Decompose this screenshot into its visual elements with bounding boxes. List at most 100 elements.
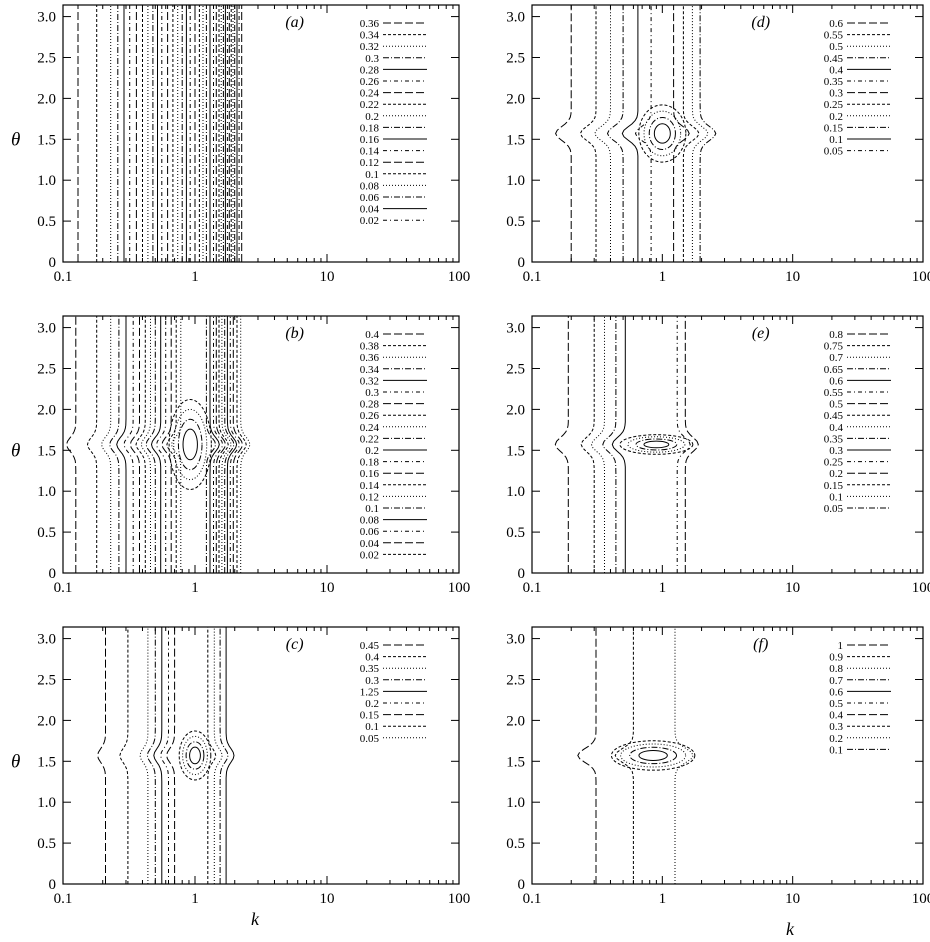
- panel-c-contour-line: [153, 627, 163, 884]
- panel-c-x-tick-label: 0.1: [54, 891, 73, 907]
- panel-c-contour-line: [207, 627, 217, 884]
- panel-e-x-tick-label: 1: [659, 580, 667, 596]
- panel-f-legend-label: 0.5: [829, 698, 843, 710]
- panel-b-legend-label: 0.28: [360, 399, 380, 411]
- panel-d-legend-label: 0.15: [824, 122, 844, 134]
- panel-b-legend-label: 0.12: [360, 491, 379, 503]
- panel-b-contour-line: [166, 316, 177, 573]
- panel-b-legend-label: 0.04: [360, 538, 380, 550]
- panel-b-contour-line: [209, 316, 220, 573]
- panel-e-legend-label: 0.6: [829, 375, 843, 387]
- panel-b-closed-contour: [168, 398, 212, 490]
- panel-d-x-tick-label: 10: [785, 269, 800, 285]
- panel-f-legend-label: 0.6: [829, 686, 843, 698]
- panel-c-legend-label: 1.25: [360, 686, 380, 698]
- panel-b-contour-line: [229, 316, 241, 573]
- panel-b-y-tick-label: 0: [49, 566, 57, 582]
- panel-b-contour-line: [221, 316, 232, 573]
- panel-a-y-tick-label: 2.0: [37, 91, 56, 107]
- panel-f-x-tick-label: 100: [912, 891, 930, 907]
- panel-b-contour-line: [145, 316, 156, 573]
- panel-a-y-axis-label: θ: [11, 129, 20, 150]
- panel-f-x-tick-label: 1: [659, 891, 667, 907]
- panel-b-contour-line: [240, 316, 251, 573]
- panel-e-y-tick-label: 1.5: [506, 443, 525, 459]
- panel-f-y-tick-label: 2.0: [506, 713, 525, 729]
- panel-d-legend-label: 0.4: [829, 64, 843, 76]
- panel-a-legend-label: 0.24: [360, 88, 380, 100]
- panel-d-legend-label: 0.2: [829, 111, 843, 123]
- panel-b-contour-line: [86, 316, 98, 573]
- panel-a-legend-label: 0.06: [360, 192, 380, 204]
- panel-b-contour-line: [226, 316, 238, 573]
- panel-a-legend-label: 0.14: [360, 146, 380, 158]
- panel-b-legend-label: 0.24: [360, 422, 380, 434]
- panel-d-closed-contour: [643, 110, 682, 157]
- panel-b-legend-label: 0.32: [360, 375, 379, 387]
- panel-b-legend-label: 0.06: [360, 526, 380, 538]
- panel-c-legend-label: 0.4: [365, 652, 379, 664]
- panel-d-legend-label: 0.45: [824, 53, 844, 65]
- panel-c-contour-line: [219, 627, 229, 884]
- panel-b-contours: [66, 316, 251, 573]
- panel-d-contour-line: [579, 5, 597, 262]
- panel-f-contour-line: [614, 627, 634, 884]
- panel-d-contour-line: [555, 5, 572, 262]
- panel-d-legend-label: 0.5: [829, 41, 843, 53]
- panel-e-label: (e): [752, 325, 770, 342]
- panel-e-legend-label: 0.1: [829, 491, 843, 503]
- panel-c-y-tick-label: 2.0: [37, 713, 56, 729]
- panel-e-y-tick-label: 1.0: [506, 484, 525, 500]
- panel-b-x-tick-label: 100: [448, 580, 471, 596]
- panel-f-closed-contour: [629, 746, 678, 765]
- panel-d-contour-line: [673, 5, 690, 262]
- panel-e-legend-label: 0.5: [829, 399, 843, 411]
- panel-b-y-tick-label: 2.0: [37, 402, 56, 418]
- panel-d: 0.111010000.51.01.52.02.53.0(d)0.60.550.…: [506, 4, 930, 285]
- panel-d-y-tick-label: 0.5: [506, 214, 525, 230]
- panel-f-label: (f): [753, 636, 768, 653]
- panel-e-y-tick-label: 3.0: [506, 321, 525, 337]
- panel-a-label: (a): [285, 14, 304, 31]
- panel-b-contour-line: [232, 316, 244, 573]
- panel-b-legend-label: 0.26: [360, 410, 380, 422]
- panel-a-x-tick-label: 100: [448, 269, 471, 285]
- x-axis-label-right: k: [786, 919, 795, 939]
- panel-e-legend-label: 0.15: [824, 480, 844, 492]
- panel-d-y-tick-label: 2.5: [506, 50, 525, 66]
- panel-e-legend-label: 0.75: [824, 341, 844, 353]
- panel-c-legend-label: 0.15: [360, 710, 380, 722]
- panel-c-closed-contour: [189, 746, 201, 765]
- panel-d-legend-label: 0.3: [829, 88, 843, 100]
- panel-c-closed-contour: [182, 735, 208, 776]
- panel-d-contour-line: [606, 5, 624, 262]
- panel-d-x-tick-label: 0.1: [523, 269, 542, 285]
- panel-e-y-tick-label: 2.5: [506, 361, 525, 377]
- panel-f-x-tick-label: 10: [785, 891, 800, 907]
- panel-a-x-tick-label: 0.1: [54, 269, 73, 285]
- panel-b-contour-line: [100, 316, 112, 573]
- panel-f-legend-label: 0.7: [829, 675, 843, 687]
- panel-c-closed-contour: [178, 730, 212, 781]
- panel-e-contour-line: [676, 316, 691, 573]
- panel-d-y-tick-label: 1.0: [506, 173, 525, 189]
- panel-d-contour-line: [699, 5, 717, 262]
- panel-f-y-tick-label: 1.5: [506, 754, 525, 770]
- panel-d-y-tick-label: 1.5: [506, 132, 525, 148]
- panel-a-contours: [77, 5, 243, 262]
- panel-a-y-tick-label: 0: [49, 255, 57, 271]
- panel-d-legend-label: 0.1: [829, 134, 843, 146]
- panel-a-legend-label: 0.2: [365, 111, 379, 123]
- panel-b-contour-line: [135, 316, 146, 573]
- panel-d-legend-label: 0.05: [824, 146, 844, 158]
- panel-c-contour-line: [119, 627, 129, 884]
- panel-f-legend-label: 0.3: [829, 721, 843, 733]
- panel-c-legend-label: 0.3: [365, 675, 379, 687]
- panel-a-legend-label: 0.26: [360, 76, 380, 88]
- panel-a-frame: [62, 4, 460, 263]
- panel-a-legend-label: 0.08: [360, 180, 380, 192]
- panel-d-contour-line: [634, 5, 652, 262]
- panel-b-y-tick-label: 3.0: [37, 321, 56, 337]
